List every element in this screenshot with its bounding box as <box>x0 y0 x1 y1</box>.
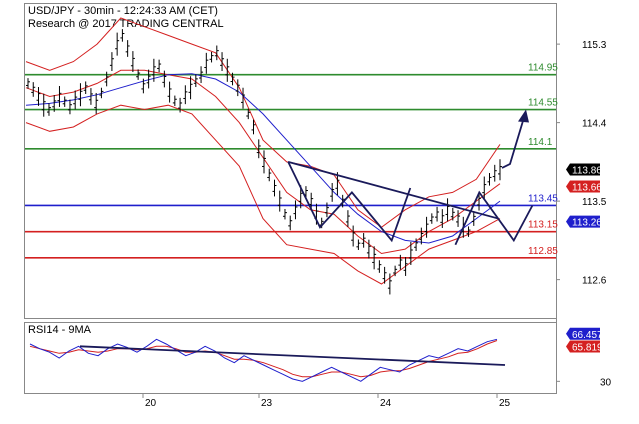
level-label-0: 114.95 <box>528 63 558 74</box>
price-panel-frame <box>24 3 557 319</box>
price-tags: 113.863 113.667 113.265 <box>566 163 608 229</box>
trendlines <box>287 109 534 246</box>
price-axis-ticks: 115.3 114.4 113.5 112.6 <box>556 40 607 287</box>
rsi-line <box>29 338 498 382</box>
level-label-5: 112.85 <box>528 246 558 257</box>
rsi-tag-box-0 <box>566 327 600 340</box>
date-tick-1: 23 <box>261 398 273 409</box>
rsi-tag-0: 66.4579 <box>572 330 609 341</box>
price-tag-2: 113.265 <box>572 218 608 229</box>
level-label-2: 114.1 <box>528 137 553 148</box>
price-bars <box>26 29 502 295</box>
date-tick-0: 20 <box>145 398 157 409</box>
rsi-ma-line <box>29 340 498 378</box>
rsi-panel-frame <box>24 322 557 394</box>
level-label-1: 114.55 <box>528 98 558 109</box>
ma-red <box>25 69 501 255</box>
rsi-panel: 66.4579 65.8193 30 <box>29 327 612 388</box>
date-tick-3: 25 <box>499 398 511 409</box>
price-tick-1: 114.4 <box>582 119 607 130</box>
rsi-tag-box-1 <box>566 340 600 353</box>
trendline-pattern2 <box>454 190 534 246</box>
price-tag-box-1 <box>566 180 600 193</box>
date-tick-2: 24 <box>380 398 392 409</box>
price-tick-2: 113.5 <box>582 197 607 208</box>
chart-title: USD/JPY - 30min - 12:24:33 AM (CET) <box>28 5 218 17</box>
level-lines: 114.95 114.55 114.1 113.45 113.15 112.85 <box>25 63 558 259</box>
price-tag-1: 113.667 <box>572 183 608 194</box>
level-label-4: 113.15 <box>528 220 558 231</box>
chart-subtitle: Research @ 2017 TRADING CENTRAL <box>28 18 224 30</box>
price-tick-0: 115.3 <box>582 40 607 51</box>
trendline-neckline <box>287 161 499 220</box>
price-tag-0: 113.863 <box>572 165 608 176</box>
band-lower <box>25 104 501 285</box>
price-tag-box-0 <box>566 163 600 176</box>
rsi-trendline <box>79 345 506 366</box>
level-label-3: 113.45 <box>528 193 558 204</box>
forecast-arrow-line <box>501 117 525 169</box>
trendline-pattern <box>287 161 412 243</box>
rsi-tag-1: 65.8193 <box>572 343 609 354</box>
price-tick-3: 112.6 <box>582 276 607 287</box>
bollinger-bands <box>25 17 501 285</box>
rsi-label: RSI14 - 9MA <box>28 324 92 336</box>
band-upper <box>25 17 501 228</box>
forecast-arrow-head <box>518 109 529 123</box>
price-tag-box-2 <box>566 215 600 228</box>
date-axis-ticks: 20 23 24 25 <box>142 393 511 409</box>
rsi-tick-0: 30 <box>600 377 612 388</box>
